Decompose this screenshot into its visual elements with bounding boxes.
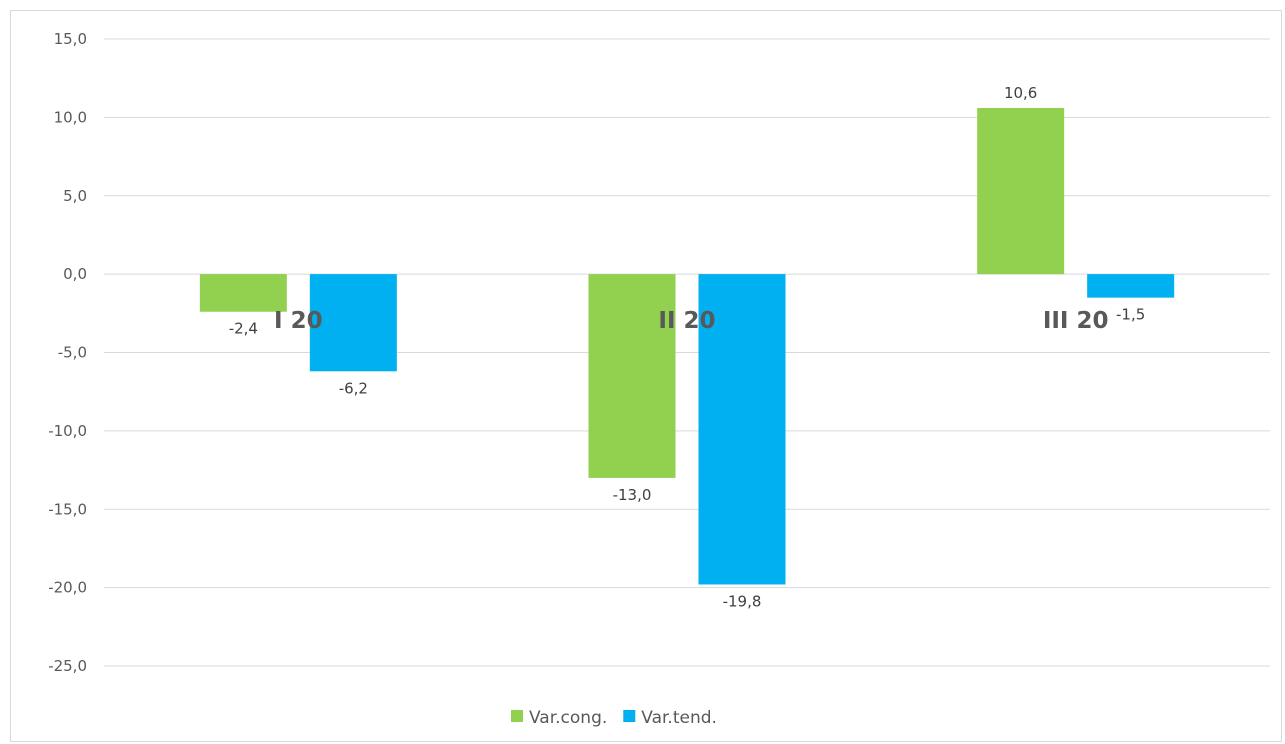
category-label: II 20 (658, 308, 715, 334)
bar-var-cong (588, 274, 676, 478)
y-tick-label: 0,0 (63, 265, 87, 283)
bar-var-tend (309, 274, 397, 372)
gridlines (104, 38, 1270, 667)
legend-label: Var.tend. (641, 708, 717, 728)
bar-var-tend (1087, 274, 1175, 298)
data-label: -19,8 (723, 592, 762, 610)
category-label: I 20 (274, 308, 323, 334)
bar-var-cong (199, 274, 287, 312)
y-axis-ticks: 15,0 10,0 5,0 0,0 -5,0 -10,0 -15,0 -20,0 -25,0 (48, 30, 87, 675)
bar-var-cong (977, 107, 1065, 275)
data-labels: -2,4 -6,2 -13,0 -19,8 10,6 -1,5 (229, 84, 1146, 611)
y-tick-label: -20,0 (48, 579, 87, 597)
y-tick-label: -10,0 (48, 422, 87, 440)
data-label: 10,6 (1004, 84, 1037, 102)
legend-swatch (623, 710, 636, 722)
category-labels: I 20 II 20 III 20 (274, 308, 1108, 334)
y-tick-label: 5,0 (63, 187, 87, 205)
y-tick-label: 10,0 (54, 108, 87, 126)
data-label: -6,2 (339, 379, 368, 397)
legend-swatch (511, 710, 523, 722)
y-tick-label: -15,0 (48, 500, 87, 518)
y-tick-label: -25,0 (48, 657, 87, 675)
bars (199, 107, 1175, 585)
y-tick-label: 15,0 (54, 30, 87, 48)
y-tick-label: -5,0 (58, 344, 87, 362)
data-label: -1,5 (1116, 306, 1145, 324)
bar-var-tend (698, 274, 786, 585)
category-label: III 20 (1043, 308, 1109, 334)
data-label: -13,0 (613, 486, 652, 504)
legend: Var.cong. Var.tend. (511, 708, 717, 728)
data-label: -2,4 (229, 320, 258, 338)
legend-label: Var.cong. (529, 708, 607, 728)
